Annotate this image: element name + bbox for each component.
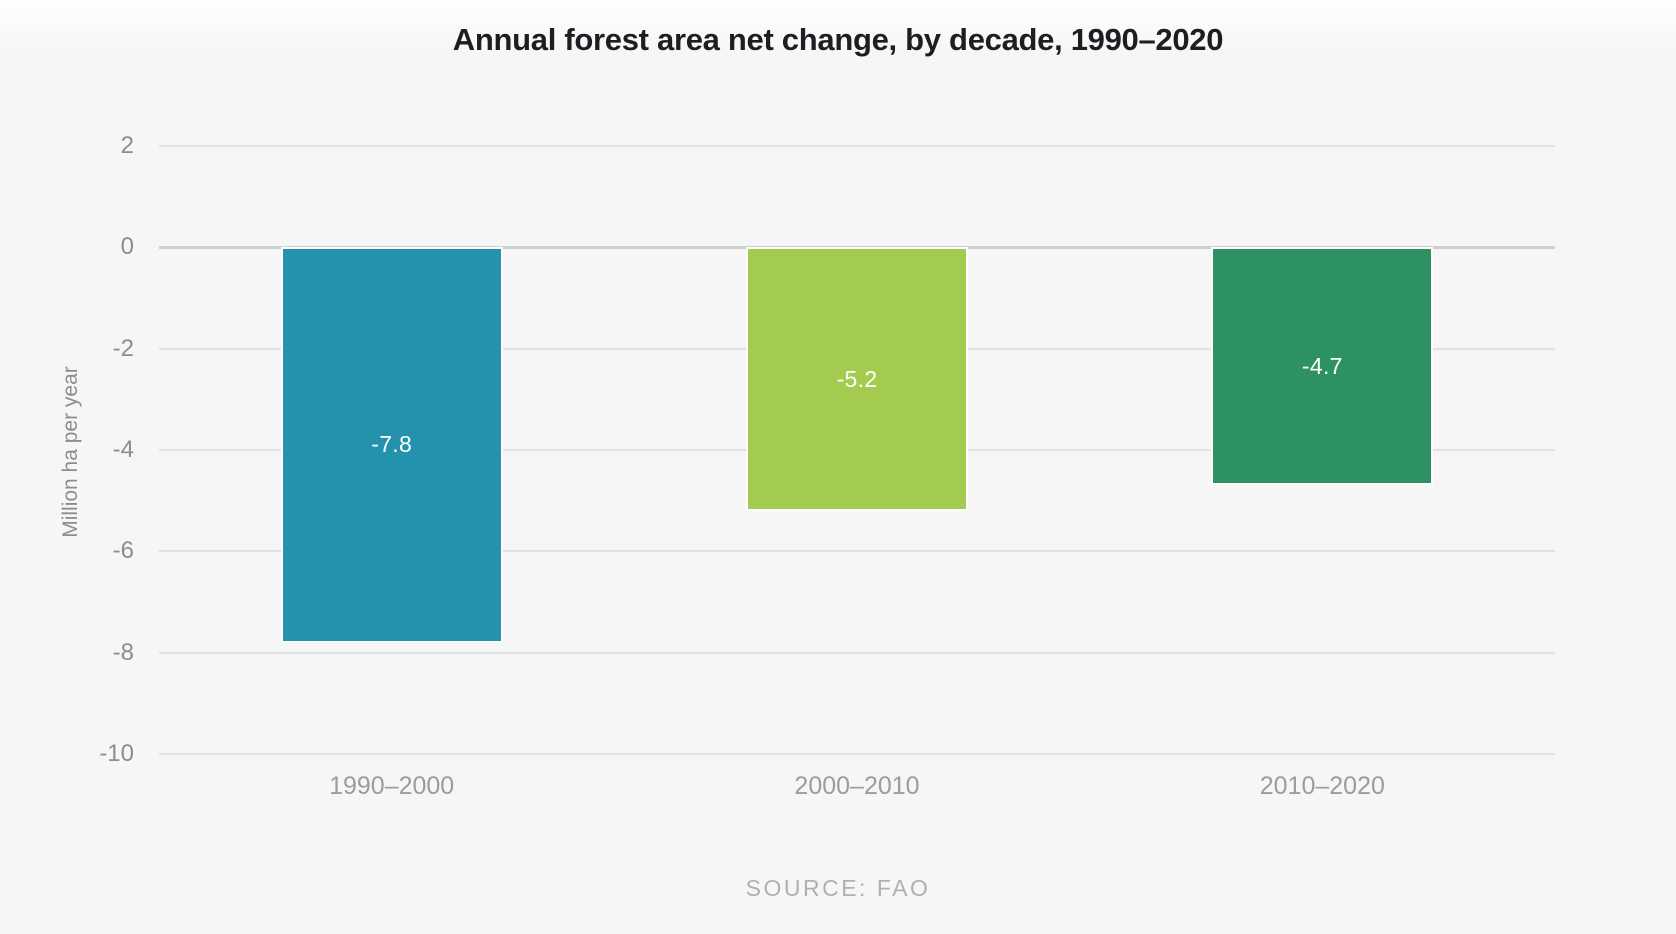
- y-tick-label: -8: [112, 638, 134, 666]
- bar: -5.2: [746, 247, 968, 511]
- y-tick-label: -2: [112, 334, 134, 362]
- x-tick-label: 1990–2000: [329, 772, 455, 800]
- bar-value-label: -4.7: [1301, 352, 1343, 379]
- gridline: [159, 651, 1555, 654]
- bar: -4.7: [1211, 247, 1434, 486]
- y-tick-label: -10: [99, 740, 134, 767]
- gridline: [159, 753, 1555, 755]
- gridline: [159, 550, 1555, 553]
- x-tick-label: 2000–2010: [794, 772, 920, 800]
- y-tick-label: -6: [112, 537, 134, 565]
- bar-value-label: -7.8: [371, 431, 413, 458]
- bar: -7.8: [280, 247, 503, 643]
- chart-title: Annual forest area net change, by decade…: [452, 22, 1224, 57]
- source-caption: SOURCE: FAO: [745, 875, 931, 901]
- y-tick-label: 0: [120, 233, 134, 261]
- bar-value-label: -5.2: [836, 365, 878, 392]
- y-tick-label: 2: [120, 132, 134, 159]
- y-tick-label: -4: [112, 436, 134, 463]
- gridline: [159, 145, 1555, 147]
- x-tick-label: 2010–2020: [1259, 772, 1385, 800]
